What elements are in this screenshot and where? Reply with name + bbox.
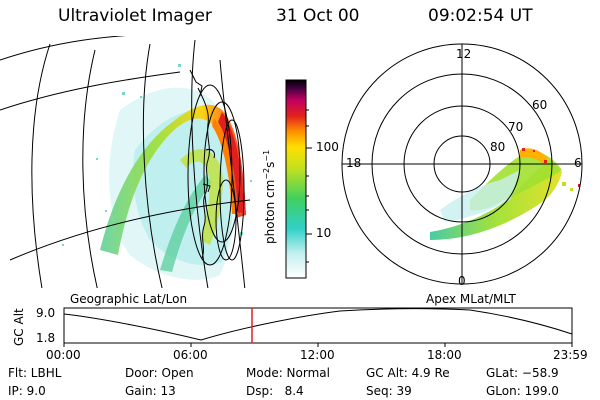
colorbar-tick-10: 10 bbox=[316, 226, 332, 240]
mlt-label-6: 6 bbox=[574, 156, 582, 170]
colorbar-tick-100: 100 bbox=[316, 140, 339, 154]
x-tick-1800: 18:00 bbox=[427, 348, 462, 362]
lat-label-70: 70 bbox=[508, 120, 524, 134]
x-tick-0600: 06:00 bbox=[173, 348, 208, 362]
lat-label-80: 80 bbox=[490, 140, 506, 154]
observation-date: 31 Oct 00 bbox=[276, 6, 360, 26]
lat-label-60: 60 bbox=[532, 98, 548, 112]
gain-value: Gain: 13 bbox=[125, 384, 176, 398]
glon-value: GLon: 199.0 bbox=[486, 384, 559, 398]
mlt-label-0: 0 bbox=[458, 274, 466, 288]
instrument-title: Ultraviolet Imager bbox=[58, 6, 212, 26]
x-tick-2359: 23:59 bbox=[553, 348, 588, 362]
altitude-timeline bbox=[63, 307, 573, 347]
mlt-label-18: 18 bbox=[346, 156, 362, 170]
mlt-label-12: 12 bbox=[456, 47, 472, 61]
door-value: Door: Open bbox=[125, 366, 194, 380]
gc-alt-value: GC Alt: 4.9 Re bbox=[366, 366, 450, 380]
timeline-ylabel: GC Alt bbox=[12, 308, 26, 346]
colorbar-unit: photon cm−2s−1 bbox=[262, 149, 277, 244]
x-tick-0000: 00:00 bbox=[46, 348, 81, 362]
mode-value: Mode: Normal bbox=[246, 366, 330, 380]
y-tick-min: 1.8 bbox=[36, 331, 56, 345]
colorbar bbox=[285, 79, 307, 279]
glat-value: GLat: −58.9 bbox=[486, 366, 559, 380]
geographic-map bbox=[0, 36, 252, 288]
x-tick-1200: 12:00 bbox=[300, 348, 335, 362]
ip-value: IP: 9.0 bbox=[8, 384, 46, 398]
timeline-right-title: Apex MLat/MLT bbox=[426, 292, 516, 306]
timeline-left-title: Geographic Lat/Lon bbox=[70, 292, 188, 306]
polar-plot bbox=[341, 43, 583, 285]
seq-value: Seq: 39 bbox=[366, 384, 412, 398]
observation-time: 09:02:54 UT bbox=[428, 6, 533, 26]
dsp-value: Dsp: 8.4 bbox=[246, 384, 304, 398]
y-tick-max: 9.0 bbox=[36, 306, 56, 320]
filter-value: Flt: LBHL bbox=[8, 366, 62, 380]
